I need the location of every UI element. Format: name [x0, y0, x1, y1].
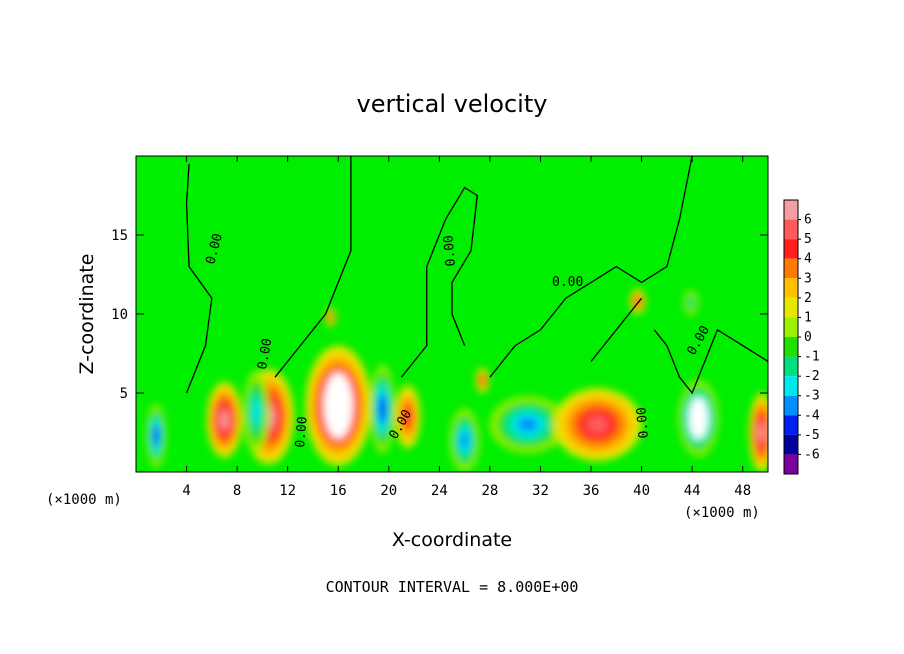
y-axis: 5 10 15	[111, 228, 768, 402]
zero-contour-line	[400, 186, 478, 378]
colorbar-swatch	[784, 200, 798, 220]
x-tick-label: 44	[684, 483, 701, 499]
colorbar: 6 5 4 3 2 1 0 -1 -2 -3 -4 -5 -6	[783, 199, 820, 475]
colorbar-label: 0	[804, 330, 812, 345]
colorbar-label: 6	[804, 213, 812, 228]
contour-labels: 0.00 0.00 0.00 0.00 0.00 0.00 0.00 0.00	[203, 232, 713, 448]
x-tick-label: 28	[481, 483, 498, 499]
velocity-cell	[687, 297, 695, 309]
colorbar-swatch	[784, 317, 798, 337]
velocity-cell	[252, 398, 261, 426]
colorbar-swatch	[784, 356, 798, 377]
velocity-cell	[460, 432, 469, 449]
plot-area	[136, 156, 768, 472]
zero-contours	[185, 156, 768, 395]
x-axis: 4 8 12 16 20 24 28 32 36 40 44 48	[182, 156, 751, 499]
zero-contour-line	[489, 156, 693, 378]
zero-contour-line	[185, 163, 213, 394]
colorbar-label: 4	[804, 252, 812, 267]
velocity-core	[323, 372, 354, 439]
colorbar-label: 1	[804, 310, 812, 325]
velocity-cell	[379, 399, 386, 419]
contour-label: 0.00	[441, 234, 459, 267]
velocity-core	[689, 397, 708, 440]
y-tick-label: 15	[111, 228, 128, 244]
colorbar-swatch	[784, 258, 798, 279]
velocity-cell	[329, 314, 333, 321]
y-tick-label: 5	[120, 386, 128, 402]
x-tick-label: 32	[532, 483, 549, 499]
velocity-cell	[518, 417, 538, 432]
x-axis-label: X-coordinate	[392, 529, 512, 551]
contour-label: 0.00	[255, 337, 275, 370]
x-tick-label: 4	[182, 483, 190, 499]
x-unit-left: (×1000 m)	[46, 492, 122, 508]
x-unit-right: (×1000 m)	[684, 505, 760, 521]
x-tick-label: 36	[583, 483, 600, 499]
contour-label: 0.00	[552, 275, 583, 290]
colorbar-swatch	[784, 415, 798, 435]
x-tick-label: 40	[633, 483, 650, 499]
colorbar-label: 2	[804, 291, 812, 306]
colorbar-swatch	[784, 376, 798, 396]
x-tick-label: 16	[330, 483, 347, 499]
velocity-cell	[220, 411, 229, 429]
colorbar-swatch	[784, 278, 798, 298]
chart-title: vertical velocity	[357, 90, 548, 118]
velocity-cell	[635, 297, 641, 306]
velocity-cell	[154, 428, 159, 443]
x-tick-label: 48	[734, 483, 751, 499]
velocity-cell	[480, 376, 485, 385]
y-axis-label: Z-coordinate	[76, 254, 98, 375]
x-tick-label: 8	[233, 483, 241, 499]
colorbar-swatch	[784, 454, 798, 474]
colorbar-label: -5	[804, 428, 820, 443]
zero-contour-line	[590, 297, 643, 362]
contour-interval-note: CONTOUR INTERVAL = 8.000E+00	[326, 578, 579, 596]
contour-label: 0.00	[634, 406, 652, 439]
colorbar-swatch	[784, 297, 798, 318]
velocity-cell	[758, 423, 765, 442]
velocity-cell	[585, 415, 609, 435]
x-tick-label: 24	[431, 483, 448, 499]
colorbar-label: -3	[804, 389, 820, 404]
colorbar-label: -2	[804, 369, 820, 384]
x-tick-label: 20	[380, 483, 397, 499]
velocity-cells	[146, 288, 768, 472]
contour-label: 0.00	[293, 416, 311, 449]
colorbar-label: -4	[804, 408, 820, 423]
y-tick-label: 10	[111, 307, 128, 323]
x-tick-label: 12	[279, 483, 296, 499]
colorbar-swatch	[784, 219, 798, 240]
colorbar-swatch	[784, 239, 798, 259]
zero-contour-line	[653, 328, 768, 395]
velocity-cell	[403, 406, 412, 427]
colorbar-label: 3	[804, 271, 812, 286]
colorbar-label: 5	[804, 232, 812, 247]
colorbar-label: -6	[804, 447, 820, 462]
colorbar-label: -1	[804, 350, 820, 365]
colorbar-swatch	[784, 395, 798, 416]
colorbar-swatch	[784, 434, 798, 455]
zero-contour-line	[274, 156, 352, 378]
colorbar-swatch	[784, 337, 798, 357]
